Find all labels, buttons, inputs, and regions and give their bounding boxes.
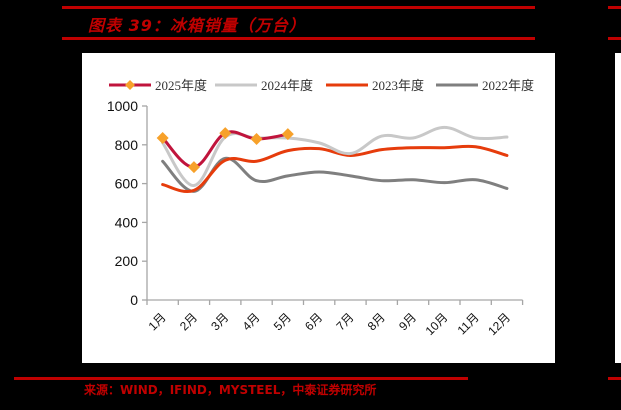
legend-label: 2023年度 xyxy=(372,78,424,93)
y-tick-label: 400 xyxy=(115,214,139,230)
x-tick-label: 8月 xyxy=(365,310,388,333)
y-tick-label: 0 xyxy=(130,292,138,308)
adjacent-panel-edge xyxy=(615,53,621,363)
y-tick-label: 600 xyxy=(115,176,139,192)
x-tick-label: 5月 xyxy=(271,310,294,333)
y-tick-label: 800 xyxy=(115,137,139,153)
bottom-rule-right xyxy=(608,377,621,380)
legend-label: 2022年度 xyxy=(482,78,534,93)
diamond-marker xyxy=(281,128,294,141)
diamond-marker xyxy=(250,132,263,145)
x-tick-label: 11月 xyxy=(455,310,482,337)
x-tick-label: 1月 xyxy=(146,310,169,333)
y-tick-label: 1000 xyxy=(107,98,138,114)
legend-item-series-2025: 2025年度 xyxy=(109,78,207,93)
diamond-marker xyxy=(156,132,169,145)
title-underline-right xyxy=(608,37,621,40)
legend-item-series-2022: 2022年度 xyxy=(436,78,534,93)
legend-item-series-2023: 2023年度 xyxy=(326,78,424,93)
bottom-rule xyxy=(14,377,468,380)
series-2024-line xyxy=(161,125,509,188)
legend-label: 2024年度 xyxy=(261,78,313,93)
top-rule xyxy=(62,6,535,9)
x-tick-label: 9月 xyxy=(396,310,419,333)
top-rule-right xyxy=(608,6,621,9)
title-underline xyxy=(62,37,535,40)
x-tick-label: 4月 xyxy=(240,310,263,333)
source-note: 来源：WIND，IFIND，MYSTEEL，中泰证券研究所 xyxy=(84,383,377,397)
series-2023-line xyxy=(161,144,509,193)
series-2022-line xyxy=(161,156,509,193)
figure-title: 图表 39：冰箱销量（万台） xyxy=(88,16,306,35)
x-tick-label: 12月 xyxy=(485,310,513,338)
x-tick-label: 3月 xyxy=(208,310,231,333)
line-chart: 0 200 400 600 800 1000 1月 2月 3月 4月 5月 6月 7月 8月 9月 10月 11… xyxy=(107,78,534,338)
x-tick-label: 7月 xyxy=(333,310,356,333)
legend-diamond-icon xyxy=(125,80,135,90)
legend-item-series-2024: 2024年度 xyxy=(215,78,313,93)
diamond-marker xyxy=(187,161,200,174)
chart-panel: 0 200 400 600 800 1000 1月 2月 3月 4月 5月 6月 7月 8月 9月 10月 11… xyxy=(82,53,555,363)
x-tick-label: 2月 xyxy=(177,310,200,333)
diamond-marker xyxy=(219,127,232,140)
legend: 2025年度 2024年度 2023年度 2022年度 xyxy=(109,78,534,93)
x-tick-label: 6月 xyxy=(302,310,325,333)
y-tick-label: 200 xyxy=(115,253,139,269)
legend-label: 2025年度 xyxy=(155,78,207,93)
x-tick-label: 10月 xyxy=(423,310,451,338)
